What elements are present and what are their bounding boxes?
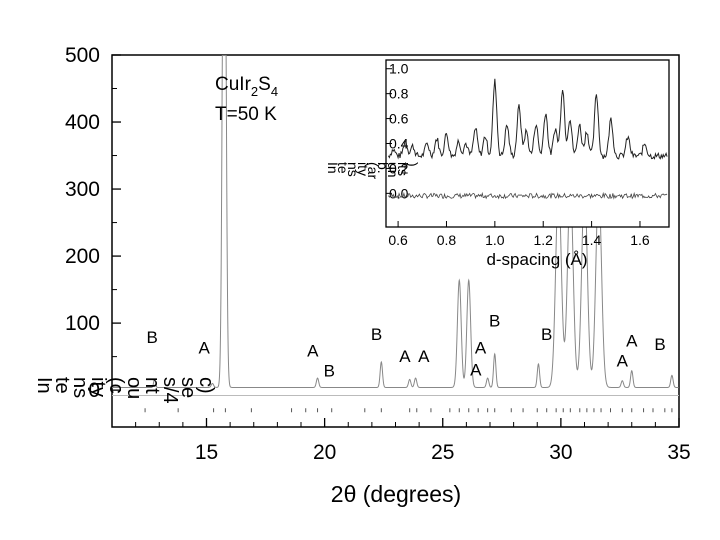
peak-label: B bbox=[654, 335, 665, 354]
y-axis-label-fragment: ou bbox=[123, 377, 145, 399]
peak-label: B bbox=[371, 325, 382, 344]
inset-y-axis-label-fragment: ity bbox=[355, 162, 371, 176]
inset-y-axis-label-fragment: ns bbox=[345, 162, 361, 177]
sample-temperature: T=50 K bbox=[215, 104, 277, 125]
inset-x-tick-label: 1.2 bbox=[533, 232, 553, 248]
y-tick-label: 400 bbox=[65, 111, 100, 134]
y-tick-label: 0 bbox=[88, 379, 100, 402]
inset-x-axis-label: d-spacing (Å) bbox=[486, 250, 587, 269]
y-tick-label: 100 bbox=[65, 312, 100, 335]
y-tick-label: 300 bbox=[65, 178, 100, 201]
y-axis-label-fragment: ity bbox=[87, 377, 109, 397]
x-tick-label: 35 bbox=[667, 441, 690, 464]
inset-y-tick-label: 0.8 bbox=[389, 86, 409, 102]
inset-x-tick-label: 1.6 bbox=[630, 232, 650, 248]
inset-y-axis-label-fragment: un bbox=[385, 162, 401, 178]
x-tick-label: 20 bbox=[313, 441, 336, 464]
main-axis-tick-labels: 15 20 25 30 35 0 100 200 300 400 500 bbox=[65, 44, 691, 464]
sample-formula: CuIr2S4 bbox=[215, 74, 278, 99]
y-axis-label-fragment: te bbox=[51, 377, 73, 394]
inset-y-axis-label-fragment: te bbox=[335, 162, 351, 174]
peak-label: A bbox=[307, 342, 319, 361]
y-axis-label-fragment: nt bbox=[141, 377, 163, 394]
inset-plot-frame bbox=[385, 59, 670, 228]
y-tick-label: 500 bbox=[65, 44, 100, 67]
inset-y-axis-label-fragment: ) bbox=[405, 162, 421, 167]
peak-label: B bbox=[541, 325, 552, 344]
y-axis-label-fragment: c) bbox=[195, 377, 217, 394]
inset-data-curves bbox=[387, 78, 668, 200]
peak-label: A bbox=[198, 338, 210, 357]
inset-observed-pattern bbox=[387, 78, 668, 160]
inset-axis-ticks bbox=[386, 68, 641, 227]
peak-label: B bbox=[489, 311, 500, 330]
peak-label: A bbox=[617, 352, 629, 371]
inset-x-tick-label: 1.4 bbox=[582, 232, 602, 248]
x-tick-label: 15 bbox=[195, 441, 218, 464]
inset-y-axis-label-fragment: (ar bbox=[365, 162, 381, 179]
inset-y-axis-label-fragment: its bbox=[395, 162, 411, 176]
peak-label: A bbox=[418, 347, 430, 366]
inset-difference-curve bbox=[388, 191, 668, 200]
inset-y-tick-label: 0.2 bbox=[389, 160, 409, 176]
y-axis-label-fragment: (c bbox=[105, 377, 127, 394]
inset-x-tick-label: 1.0 bbox=[485, 232, 505, 248]
reflection-markers bbox=[144, 408, 673, 413]
peak-label: A bbox=[626, 332, 638, 351]
peak-label: B bbox=[146, 328, 157, 347]
y-axis-label-fragment: In bbox=[33, 377, 55, 394]
inset-y-tick-label: 1.0 bbox=[389, 61, 409, 77]
x-axis-label: 2θ (degrees) bbox=[331, 481, 461, 507]
x-tick-label: 25 bbox=[431, 441, 454, 464]
inset-y-axis-label-fragment: In bbox=[325, 162, 341, 174]
peak-label: A bbox=[470, 360, 482, 379]
peak-label: A bbox=[399, 347, 411, 366]
inset-x-tick-label: 0.6 bbox=[388, 232, 408, 248]
inset-y-tick-label: 0.6 bbox=[389, 111, 409, 127]
inset-y-axis-label-fragment: b. bbox=[375, 162, 391, 174]
main-axis-ticks bbox=[112, 54, 680, 427]
peak-label: A bbox=[475, 338, 487, 357]
x-tick-label: 30 bbox=[549, 441, 572, 464]
peak-label: B bbox=[324, 362, 335, 381]
y-axis-label-fragment: ns bbox=[69, 377, 91, 398]
y-axis-label-fragment: se bbox=[177, 377, 199, 398]
inset-x-tick-label: 0.8 bbox=[437, 232, 457, 248]
y-tick-label: 200 bbox=[65, 245, 100, 268]
y-axis-label-fragment: s/4 bbox=[159, 377, 181, 404]
